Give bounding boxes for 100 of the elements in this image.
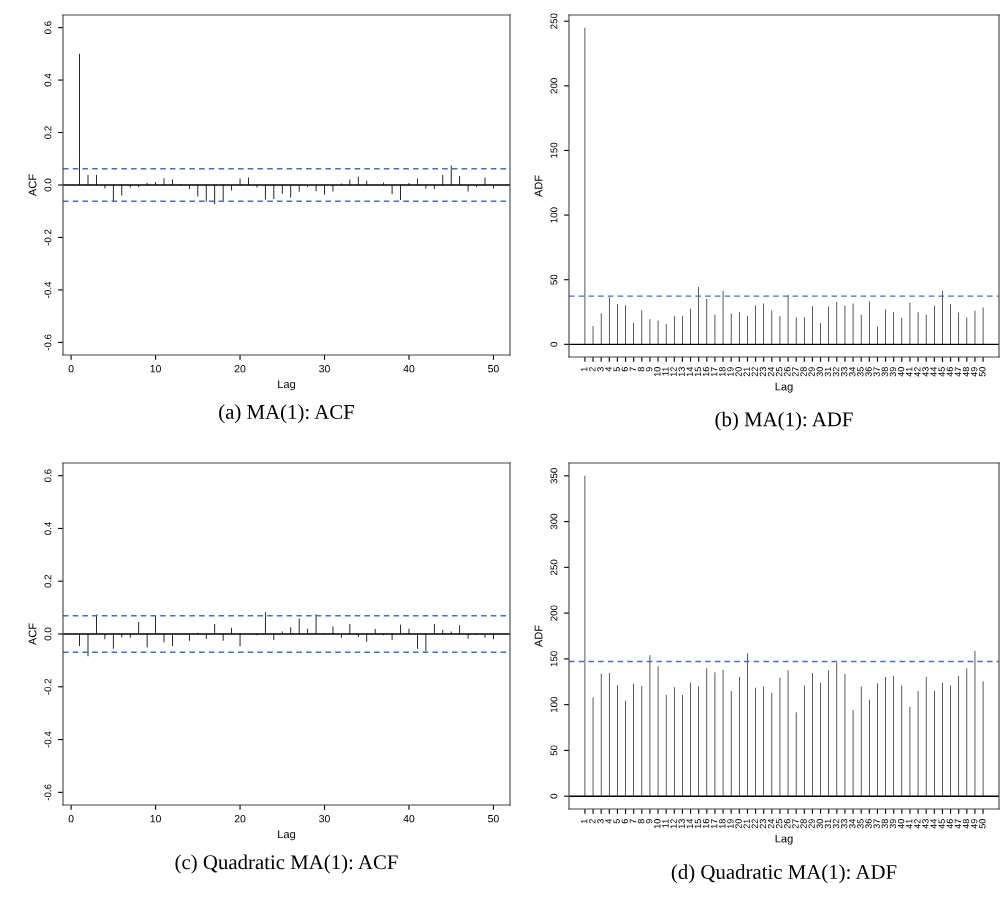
x-tick-label: 37 (873, 819, 880, 829)
x-tick-label: 16 (702, 819, 710, 829)
x-tick-label: 4 (605, 366, 612, 372)
x-tick-label: 13 (678, 367, 685, 377)
x-tick-label: 21 (743, 367, 750, 377)
x-tick-label: 40 (897, 367, 905, 377)
x-tick-label: 34 (849, 818, 856, 829)
x-tick-label: 42 (914, 367, 921, 377)
x-tick-label: 42 (914, 819, 921, 829)
text: (a) MA(1): ACF (219, 404, 355, 424)
x-tick-label: 50 (488, 365, 499, 373)
x-tick-label: 23 (759, 367, 767, 377)
x-tick-label: 40 (403, 815, 415, 823)
x-tick-label: 50 (979, 367, 986, 377)
y-tick-label: 0 (550, 793, 558, 799)
x-tick-label: 32 (832, 819, 840, 829)
x-tick-label: 43 (922, 819, 929, 829)
x-tick-label: 43 (922, 367, 929, 377)
y-tick-label: 50 (550, 745, 558, 756)
y-tick-label: 0.4 (44, 73, 52, 87)
y-tick-label: 250 (550, 559, 558, 575)
x-tick-label: 22 (751, 367, 758, 377)
x-tick-label: 9 (645, 367, 653, 372)
x-tick-label: 8 (637, 367, 645, 372)
x-tick-label: 18 (719, 367, 726, 377)
text: (d) Quadratic MA(1): ADF (671, 864, 897, 884)
y-tick-label: 350 (550, 468, 558, 484)
x-tick-label: 37 (873, 367, 880, 377)
x-tick-label: 3 (597, 367, 604, 372)
x-tick-label: 40 (403, 365, 415, 373)
text: (c) Quadratic MA(1): ACF (175, 854, 398, 874)
x-tick-label: 26 (784, 367, 791, 377)
x-tick-label: 32 (832, 367, 840, 377)
y-tick-label: -0.6 (44, 784, 52, 801)
x-tick-label: 1 (581, 367, 588, 372)
x-tick-label: 38 (881, 819, 888, 829)
x-axis-title: Lag (278, 380, 296, 391)
x-tick-label: 31 (824, 819, 832, 829)
y-tick-label: -0.2 (44, 229, 52, 246)
x-tick-label: 31 (824, 367, 832, 377)
x-tick-label: 46 (946, 819, 953, 829)
x-tick-label: 0 (68, 365, 74, 373)
x-axis-title: Lag (775, 382, 793, 393)
x-tick-label: 18 (719, 819, 726, 829)
y-tick-label: -0.4 (44, 281, 52, 298)
x-tick-label: 48 (962, 367, 970, 377)
x-tick-label: 30 (816, 367, 823, 377)
y-tick-label: -0.2 (44, 678, 52, 695)
y-tick-label: 0.6 (44, 21, 52, 34)
x-tick-label: 50 (979, 819, 986, 829)
x-tick-label: 22 (751, 819, 758, 829)
x-tick-label: 10 (654, 819, 661, 829)
y-tick-label: 0.0 (44, 627, 52, 641)
x-tick-label: 3 (597, 819, 604, 824)
x-tick-label: 19 (727, 819, 734, 829)
y-tick-label: 300 (550, 513, 558, 530)
y-tick-label: 0.2 (44, 574, 52, 588)
x-tick-label: 4 (605, 818, 612, 824)
x-tick-label: 12 (670, 819, 677, 829)
x-tick-label: 27 (792, 367, 799, 377)
x-tick-label: 0 (68, 815, 74, 823)
y-tick-label: 100 (550, 696, 558, 713)
x-tick-label: 24 (767, 366, 775, 377)
x-tick-label: 6 (621, 819, 628, 824)
x-tick-label: 27 (792, 819, 799, 829)
x-tick-label: 29 (808, 819, 815, 829)
y-tick-label: 250 (550, 13, 558, 29)
x-tick-label: 45 (938, 367, 945, 377)
y-tick-label: 50 (550, 274, 558, 285)
y-tick-label: 0.2 (44, 126, 52, 139)
x-tick-label: 35 (857, 819, 864, 829)
x-tick-label: 39 (889, 819, 897, 829)
x-tick-label: 50 (488, 815, 499, 823)
y-tick-label: 0.0 (44, 178, 52, 192)
x-tick-label: 17 (711, 819, 718, 829)
x-tick-label: 23 (759, 819, 767, 829)
x-tick-label: 30 (319, 815, 330, 823)
x-tick-label: 25 (775, 367, 783, 377)
x-tick-label: 47 (954, 367, 962, 377)
x-tick-label: 39 (889, 367, 897, 377)
x-tick-label: 49 (970, 367, 978, 377)
x-tick-label: 34 (849, 366, 856, 377)
x-tick-label: 7 (629, 819, 637, 824)
x-tick-label: 41 (906, 819, 913, 829)
x-tick-label: 16 (702, 367, 710, 377)
x-tick-label: 11 (662, 819, 669, 828)
x-tick-label: 14 (686, 366, 693, 377)
x-tick-label: 20 (735, 819, 742, 829)
x-tick-label: 44 (930, 818, 937, 829)
x-tick-label: 8 (637, 819, 645, 824)
y-tick-label: 200 (550, 78, 558, 94)
x-tick-label: 2 (589, 367, 596, 372)
x-tick-label: 10 (654, 367, 661, 377)
x-tick-label: 2 (589, 819, 596, 824)
x-tick-label: 24 (767, 818, 775, 829)
x-tick-label: 11 (662, 367, 669, 376)
x-tick-label: 13 (678, 819, 685, 829)
x-tick-label: 41 (906, 367, 913, 377)
x-tick-label: 38 (881, 367, 888, 377)
y-axis-title: ADF (534, 175, 543, 198)
